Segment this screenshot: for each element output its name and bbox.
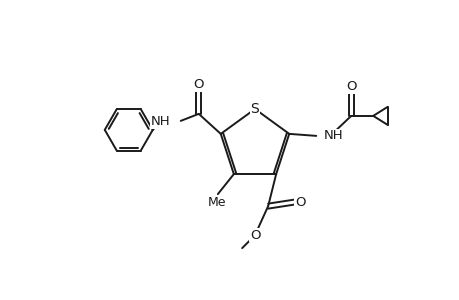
Text: O: O xyxy=(193,78,204,92)
Text: O: O xyxy=(249,229,260,242)
Text: Me: Me xyxy=(207,196,225,208)
Text: S: S xyxy=(250,102,259,116)
Text: O: O xyxy=(345,80,356,93)
Text: NH: NH xyxy=(324,129,343,142)
Text: NH: NH xyxy=(151,116,170,128)
Text: O: O xyxy=(294,196,305,208)
